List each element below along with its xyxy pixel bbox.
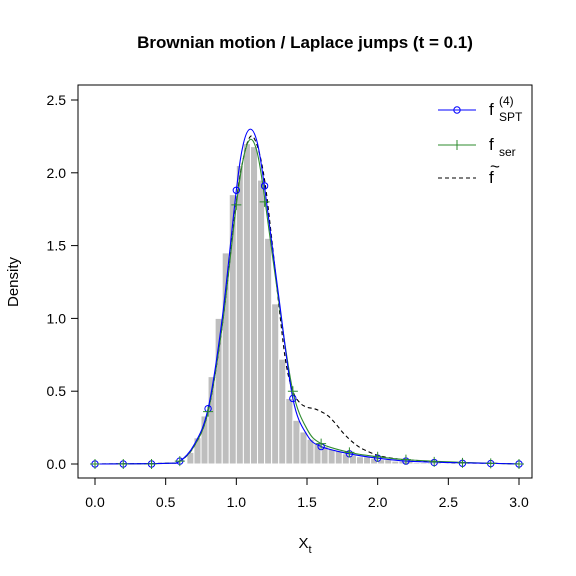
histogram-bar [249, 146, 259, 465]
legend-label-main: f [489, 100, 494, 119]
histogram-bar [193, 437, 202, 465]
histogram-bar [292, 419, 301, 465]
series-line-1 [94, 138, 520, 465]
series-point-ser [203, 406, 214, 417]
series-point-spt [260, 182, 269, 190]
legend-label-sub: SPT [499, 110, 523, 124]
histogram-bar [412, 462, 421, 465]
y-tick-label: 2.0 [47, 165, 67, 181]
series-point-ser [514, 459, 524, 469]
series-point-ser [429, 456, 440, 467]
legend-label-main: f [489, 135, 494, 154]
legend-label-main: f [489, 168, 494, 187]
density-curves [94, 128, 520, 465]
series-point-ser [174, 456, 185, 467]
histogram-bar [377, 459, 386, 465]
curve-markers [90, 182, 524, 469]
x-tick-label: 2.5 [439, 494, 459, 510]
series-point-ser [372, 451, 383, 462]
series-point-ser [146, 459, 157, 469]
histogram-bar [257, 179, 266, 465]
legend-label-sup: (4) [499, 94, 514, 108]
histogram-bar [355, 456, 365, 465]
legend-label-sub: ser [499, 145, 516, 159]
x-tick-label: 3.0 [509, 494, 529, 510]
y-tick-label: 0.0 [47, 456, 67, 472]
x-tick-label: 2.0 [368, 494, 388, 510]
x-axis: 0.0 0.5 1.0 1.5 2.0 2.5 3.0 [85, 477, 529, 510]
histogram-bar [341, 453, 350, 465]
series-point-ser [457, 457, 468, 468]
histogram-bar [271, 303, 280, 465]
histogram-bar [214, 317, 223, 465]
y-tick-label: 2.5 [47, 92, 67, 108]
legend-marker-spt [453, 106, 461, 114]
series-point-ser [118, 459, 129, 469]
legend-label-2: f [489, 168, 494, 187]
x-tick-label: 1.0 [227, 494, 247, 510]
series-line-0 [94, 128, 520, 465]
x-axis-label-sub: t [308, 544, 311, 556]
histogram-bar [363, 456, 372, 465]
histogram-bar [299, 431, 308, 465]
legend-label-0: f (4) SPT [489, 94, 523, 124]
series-point-spt [232, 186, 241, 194]
y-axis-label: Density [5, 256, 22, 307]
legend-label-1: f ser [489, 135, 516, 159]
y-axis: 0.0 0.5 1.0 1.5 2.0 2.5 [47, 92, 79, 472]
y-tick-label: 0.5 [47, 383, 67, 399]
series-point-ser [485, 458, 496, 469]
histogram-bars [186, 143, 442, 465]
histogram-bar [285, 397, 294, 465]
series-point-ser [287, 386, 298, 397]
x-axis-label: Xt [298, 535, 311, 556]
series-point-ser [231, 199, 242, 210]
series-line-2 [94, 135, 520, 465]
plot-frame [77, 84, 533, 479]
y-tick-label: 1.0 [47, 310, 67, 326]
histogram-bar [264, 237, 273, 465]
y-tick-label: 1.5 [47, 238, 67, 254]
histogram-bar [327, 448, 336, 465]
series-point-ser [259, 196, 270, 207]
x-tick-label: 0.5 [156, 494, 176, 510]
histogram-bar [235, 165, 244, 465]
histogram-bar [242, 143, 251, 465]
histogram-bar [391, 460, 400, 465]
series-point-ser [344, 447, 355, 458]
histogram-bar [419, 462, 428, 465]
chart-title: Brownian motion / Laplace jumps (t = 0.1… [137, 33, 473, 52]
series-point-ser [90, 459, 100, 469]
series-point-ser [400, 454, 411, 465]
histogram-bar [334, 450, 343, 465]
legend-label-accent: ~ [490, 157, 500, 176]
x-tick-label: 1.5 [297, 494, 317, 510]
series-point-ser [316, 438, 327, 449]
legend-marker-ser [452, 140, 462, 150]
histogram-bar [278, 358, 287, 465]
x-tick-label: 0.0 [85, 494, 105, 510]
x-axis-label-main: X [298, 535, 308, 552]
